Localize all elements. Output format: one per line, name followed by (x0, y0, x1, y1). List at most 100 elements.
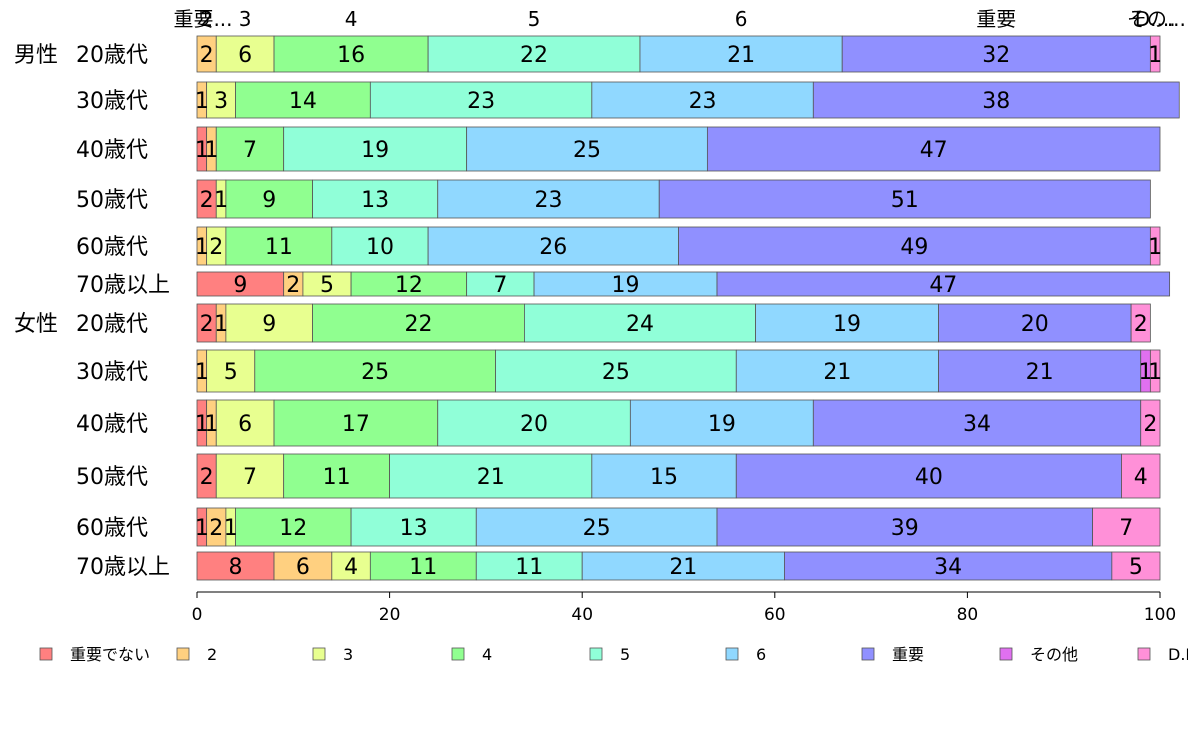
data-label: 21 (669, 555, 697, 580)
data-label: 21 (823, 360, 851, 385)
data-label: 4 (344, 555, 358, 580)
data-label: 1 (195, 138, 209, 163)
bar-segment (1140, 399, 1161, 447)
bar-segment (1149, 349, 1161, 393)
category-label: 50歳代 (76, 188, 148, 213)
data-label: 47 (929, 273, 957, 298)
data-label: 9 (262, 312, 276, 337)
category-label: 70歳以上 (76, 273, 170, 298)
group-label: 女性 (14, 312, 58, 337)
bar-segment (591, 81, 814, 119)
data-label: 32 (982, 43, 1010, 68)
data-label: 25 (602, 360, 630, 385)
category-label: 60歳代 (76, 235, 148, 260)
data-label: 23 (689, 89, 717, 114)
category-label: 60歳代 (76, 516, 148, 541)
data-label: 40 (915, 465, 943, 490)
data-label: 13 (400, 516, 428, 541)
bar-segment (466, 271, 535, 297)
category-label: 50歳代 (76, 465, 148, 490)
bar-segment (215, 126, 285, 172)
series-top-label: 3 (239, 7, 252, 31)
data-label: 19 (833, 312, 861, 337)
data-label: 6 (296, 555, 310, 580)
data-label: 20 (520, 412, 548, 437)
legend-swatch (176, 647, 190, 661)
data-label: 1 (195, 516, 209, 541)
category-label: 70歳以上 (76, 555, 170, 580)
bar-segment (369, 551, 477, 581)
bar-segment (1149, 226, 1161, 266)
data-label: 23 (534, 188, 562, 213)
data-label: 16 (337, 43, 365, 68)
bar-segment (678, 226, 1151, 266)
x-tick-label: 60 (764, 605, 786, 625)
bar-segment (639, 35, 843, 73)
data-label: 1 (204, 412, 218, 437)
data-label: 17 (342, 412, 370, 437)
data-label: 14 (289, 89, 317, 114)
data-label: 15 (650, 465, 678, 490)
data-label: 1 (195, 412, 209, 437)
data-label: 8 (229, 555, 243, 580)
x-tick-label: 0 (192, 605, 203, 625)
data-label: 39 (891, 516, 919, 541)
bar-segment (716, 271, 1171, 297)
legend-swatch (1137, 647, 1151, 661)
data-label: 2 (1143, 412, 1157, 437)
data-label: 26 (539, 235, 567, 260)
bar-segment (312, 303, 525, 343)
bar-segment (437, 179, 660, 219)
bar-segment (1130, 303, 1151, 343)
data-label: 6 (238, 43, 252, 68)
data-label: 1 (1148, 235, 1162, 260)
x-tick-label: 20 (379, 605, 401, 625)
data-label: 2 (1134, 312, 1148, 337)
data-label: 47 (920, 138, 948, 163)
legend-entry: 2 (207, 645, 217, 664)
bar-segment (1121, 453, 1161, 499)
bar-segment (235, 81, 371, 119)
data-label: 11 (265, 235, 293, 260)
data-label: 21 (1026, 360, 1054, 385)
data-label: 22 (520, 43, 548, 68)
bar-segment (389, 453, 593, 499)
series-top-label: D.... (1135, 7, 1176, 31)
bar-segment (369, 81, 593, 119)
data-label: 1 (1148, 360, 1162, 385)
bar-segment (427, 226, 679, 266)
bar-segment (524, 303, 756, 343)
series-top-label: 重要 (976, 7, 1016, 31)
bar-segment (215, 35, 275, 73)
bar-segment (427, 35, 641, 73)
data-label: 9 (262, 188, 276, 213)
bar-segment (812, 81, 1180, 119)
data-label: 5 (320, 273, 334, 298)
legend-swatch (999, 647, 1013, 661)
bar-segment (784, 551, 1113, 581)
data-label: 25 (583, 516, 611, 541)
data-label: 1 (195, 235, 209, 260)
data-label: 38 (982, 89, 1010, 114)
data-label: 21 (727, 43, 755, 68)
series-top-label: 4 (345, 7, 358, 31)
bar-segment (938, 349, 1142, 393)
bar-segment (1111, 551, 1161, 581)
data-label: 7 (243, 138, 257, 163)
bar-segment (581, 551, 785, 581)
bar-segment (273, 551, 333, 581)
series-top-label: 2 (200, 7, 213, 31)
data-label: 5 (224, 360, 238, 385)
bar-segment (350, 271, 468, 297)
legend-entry: 5 (620, 645, 630, 664)
data-label: 10 (366, 235, 394, 260)
bar-segment (437, 399, 631, 447)
x-tick-label: 100 (1144, 605, 1176, 625)
data-label: 1 (195, 360, 209, 385)
data-label: 12 (395, 273, 423, 298)
legend-entry: その他 (1030, 645, 1078, 664)
legend-entry: 重要 (892, 645, 924, 664)
data-label: 11 (323, 465, 351, 490)
